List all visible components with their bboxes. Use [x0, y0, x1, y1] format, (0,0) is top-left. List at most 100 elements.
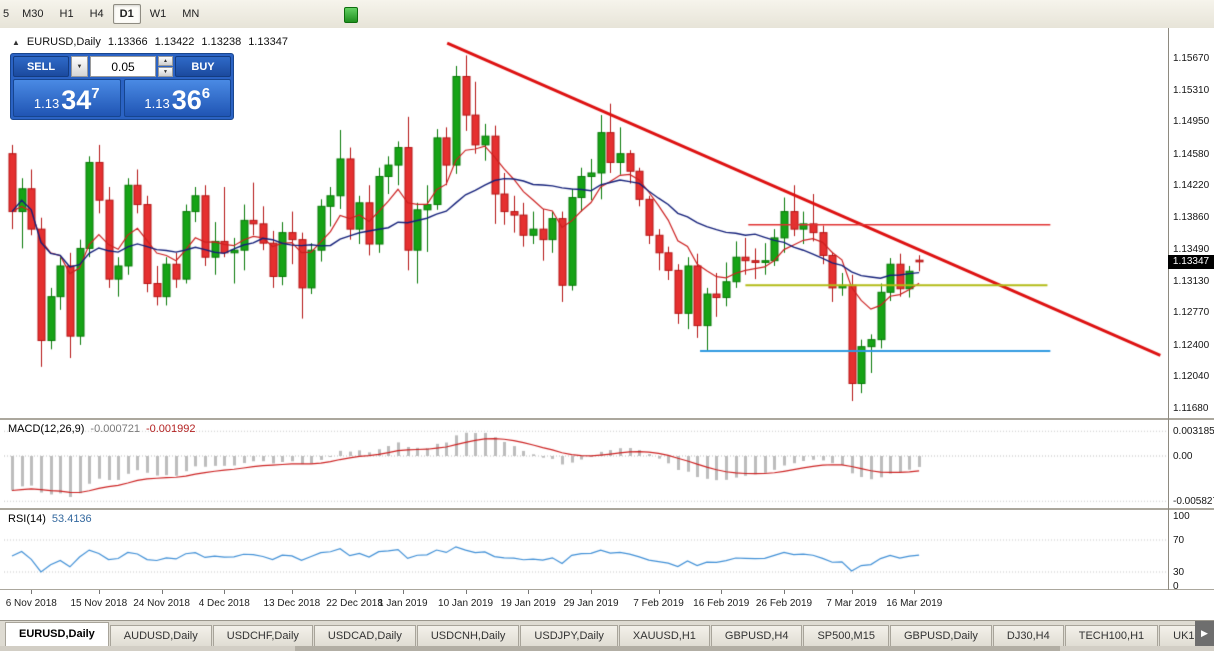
- panel-separator: [0, 508, 1214, 510]
- sell-price-display[interactable]: 1.13 34 7: [13, 79, 121, 117]
- chart-tab-usdjpy-daily[interactable]: USDJPY,Daily: [520, 625, 618, 646]
- timeframe-button-h1[interactable]: H1: [59, 8, 74, 20]
- price-axis-label: 1.14950: [1173, 116, 1210, 128]
- macd-signal-value: -0.001992: [145, 423, 196, 435]
- date-axis-tick: [465, 590, 467, 594]
- timeframe-button-group: M30 H1 H4 D1 W1 MN: [14, 4, 207, 24]
- buy-price-pips: 36: [171, 85, 202, 115]
- rsi-axis-label: 0: [1173, 581, 1179, 592]
- date-axis-label: 16 Mar 2019: [886, 598, 943, 609]
- date-axis-tick: [851, 590, 853, 594]
- chart-tab-eurusd-daily[interactable]: EURUSD,Daily: [5, 622, 109, 646]
- date-axis-label: 4 Dec 2018: [198, 598, 250, 609]
- date-axis-label: 6 Nov 2018: [5, 598, 57, 609]
- chart-tab-dj30-h4[interactable]: DJ30,H4: [992, 625, 1064, 646]
- price-axis-label: 1.12770: [1173, 307, 1210, 319]
- date-axis-tick: [354, 590, 356, 594]
- macd-axis-label: 0.003185: [1173, 426, 1214, 438]
- date-axis-tick: [31, 590, 33, 594]
- one-click-trading-panel: SELL ▼ 0.05 ▲ ▼ BUY 1.13 34 7 1.13 36 6: [10, 53, 234, 120]
- rsi-value: 53.4136: [51, 513, 92, 525]
- date-axis-label: 26 Feb 2019: [755, 598, 813, 609]
- chart-tab-sp500-m15[interactable]: SP500,M15: [803, 625, 889, 646]
- sell-button[interactable]: SELL: [13, 56, 69, 77]
- date-axis-label: 10 Jan 2019: [438, 598, 494, 609]
- buy-price-display[interactable]: 1.13 36 6: [123, 79, 231, 117]
- macd-indicator-label: MACD(12,26,9) -0.000721 -0.001992: [8, 423, 196, 435]
- volume-dropdown-button[interactable]: ▼: [71, 56, 88, 77]
- macd-axis-label: 0.00: [1173, 451, 1193, 462]
- timeframe-button-m30[interactable]: M30: [22, 8, 44, 20]
- price-axis-label: 1.13490: [1173, 244, 1210, 256]
- volume-down-icon[interactable]: ▼: [158, 67, 173, 77]
- price-axis-label: 1.13860: [1173, 211, 1210, 223]
- close-value: 1.13347: [248, 36, 288, 48]
- price-axis-label: 1.12040: [1173, 371, 1210, 383]
- date-axis-tick: [98, 590, 100, 594]
- date-axis-tick: [161, 590, 163, 594]
- date-axis-label: 7 Mar 2019: [826, 598, 877, 609]
- volume-input[interactable]: 0.05: [90, 56, 156, 77]
- date-axis-tick: [721, 590, 723, 594]
- current-price-badge: 1.13347: [1168, 254, 1214, 269]
- timeframe-button-w1[interactable]: W1: [149, 8, 167, 20]
- timeframe-button-h4[interactable]: H4: [89, 8, 104, 20]
- date-axis-label: 22 Dec 2018: [326, 598, 383, 609]
- chart-tab-tech100-h1[interactable]: TECH100,H1: [1064, 625, 1159, 646]
- date-axis-tick: [658, 590, 660, 594]
- symbol-period-label: EURUSD,Daily: [26, 36, 101, 48]
- chart-tool-icon[interactable]: [344, 7, 358, 23]
- macd-name: MACD(12,26,9): [8, 423, 85, 435]
- rsi-axis-label: 30: [1173, 567, 1185, 578]
- date-axis-label: 29 Jan 2019: [563, 598, 619, 609]
- trade-controls-row: SELL ▼ 0.05 ▲ ▼ BUY: [13, 56, 231, 77]
- sell-price-base: 1.13: [33, 96, 60, 111]
- macd-main-value: -0.000721: [90, 423, 140, 435]
- chart-tab-usdchf-daily[interactable]: USDCHF,Daily: [212, 625, 313, 646]
- date-axis-label: 24 Nov 2018: [133, 598, 190, 609]
- price-axis-label: 1.12400: [1173, 339, 1210, 351]
- trade-prices-row: 1.13 34 7 1.13 36 6: [13, 79, 231, 117]
- tab-scroll-right-button[interactable]: ▶: [1195, 621, 1214, 646]
- buy-price-base: 1.13: [144, 96, 170, 111]
- rsi-indicator-label: RSI(14) 53.4136: [8, 513, 92, 525]
- chart-tab-gbpusd-daily[interactable]: GBPUSD,Daily: [889, 625, 992, 646]
- timeframe-button-mn[interactable]: MN: [182, 8, 200, 20]
- rsi-panel-canvas[interactable]: [4, 510, 1168, 590]
- chart-tab-xauusd-h1[interactable]: XAUUSD,H1: [618, 625, 710, 646]
- price-axis-divider: [1168, 28, 1169, 590]
- rsi-axis-label: 100: [1173, 511, 1190, 522]
- timeframe-toolbar: 5 M30 H1 H4 D1 W1 MN: [0, 0, 1214, 29]
- date-axis-tick: [402, 590, 404, 594]
- buy-button[interactable]: BUY: [175, 56, 231, 77]
- buy-price-point: 6: [201, 85, 211, 102]
- bottom-strip-segment: [295, 646, 1060, 651]
- date-axis-label: 13 Dec 2018: [263, 598, 321, 609]
- panel-separator: [0, 589, 1214, 590]
- panel-separator: [0, 418, 1214, 420]
- price-axis-label: 1.14220: [1173, 180, 1210, 192]
- volume-up-icon[interactable]: ▲: [158, 56, 173, 66]
- low-value: 1.13238: [201, 36, 242, 48]
- chart-tab-gbpusd-h4[interactable]: GBPUSD,H4: [710, 625, 803, 646]
- date-axis-label: 15 Nov 2018: [70, 598, 128, 609]
- date-axis-tick: [784, 590, 785, 594]
- timeframe-button-d1[interactable]: D1: [112, 4, 141, 24]
- timeframe-button-m5-partial[interactable]: 5: [3, 8, 10, 20]
- rsi-name: RSI(14): [8, 513, 46, 525]
- macd-panel-canvas[interactable]: [4, 420, 1168, 508]
- bottom-strip: [0, 646, 1214, 651]
- volume-stepper: ▲ ▼: [158, 56, 173, 77]
- chart-tab-usdcnh-daily[interactable]: USDCNH,Daily: [416, 625, 520, 646]
- date-axis-tick: [291, 590, 293, 594]
- chart-tab-usdcad-daily[interactable]: USDCAD,Daily: [313, 625, 416, 646]
- date-axis-tick: [914, 590, 916, 594]
- chart-shift-icon: ▲: [12, 37, 20, 47]
- rsi-axis-label: 70: [1173, 535, 1185, 546]
- price-axis-label: 1.11680: [1173, 403, 1209, 415]
- date-axis-tick: [591, 590, 592, 594]
- chart-tab-audusd-daily[interactable]: AUDUSD,Daily: [109, 625, 212, 646]
- price-axis-label: 1.14580: [1173, 148, 1210, 160]
- chart-tabs-list: EURUSD,Daily AUDUSD,Daily USDCHF,Daily USDC…: [0, 621, 1214, 646]
